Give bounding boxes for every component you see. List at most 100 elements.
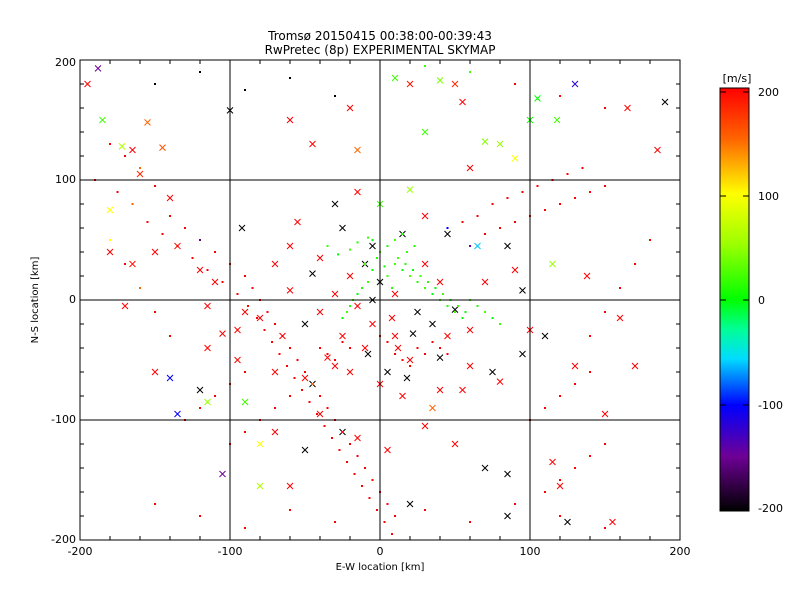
scatter-point-dot	[191, 257, 194, 259]
scatter-point-x	[661, 98, 669, 106]
scatter-point-dot	[361, 485, 363, 487]
scatter-points	[84, 65, 669, 535]
scatter-point-x	[549, 260, 556, 268]
scatter-point-x	[436, 77, 444, 84]
scatter-point-dot	[383, 265, 386, 268]
scatter-point-dot	[394, 239, 396, 241]
scatter-point-x	[481, 138, 489, 145]
scatter-point-dot	[427, 281, 429, 283]
scatter-point-dot	[521, 191, 524, 193]
scatter-point-x	[459, 386, 466, 394]
scatter-point-dot	[244, 527, 246, 529]
scatter-point-x	[354, 434, 361, 442]
scatter-point-dot	[404, 263, 407, 265]
x-axis-label: E-W location [km]	[336, 562, 425, 573]
scatter-point-dot	[169, 215, 171, 217]
scatter-point-x	[211, 278, 219, 286]
scatter-point-dot	[484, 311, 486, 313]
scatter-point-dot	[416, 347, 419, 349]
scatter-point-x	[394, 344, 402, 352]
scatter-point-dot	[184, 227, 186, 229]
scatter-point-x	[151, 248, 159, 256]
scatter-point-x	[534, 95, 541, 102]
scatter-point-x	[421, 128, 429, 136]
y-tick-label: 100	[55, 173, 76, 186]
scatter-point-x	[571, 362, 579, 370]
scatter-point-x	[364, 350, 372, 358]
scatter-point-x	[121, 302, 129, 310]
scatter-point-dot	[368, 497, 371, 499]
scatter-point-dot	[278, 353, 281, 355]
scatter-point-x	[106, 206, 114, 214]
scatter-point-x	[436, 278, 444, 286]
colorbar-tick-label: -100	[758, 399, 783, 412]
scatter-point-dot	[406, 251, 408, 253]
scatter-point-dot	[469, 71, 471, 73]
scatter-point-dot	[263, 329, 266, 331]
scatter-point-dot	[109, 143, 111, 145]
scatter-point-x	[316, 410, 324, 418]
scatter-point-dot	[301, 389, 303, 391]
scatter-point-dot	[338, 449, 341, 451]
scatter-point-dot	[424, 287, 426, 289]
scatter-point-x	[654, 146, 661, 154]
scatter-point-dot	[274, 407, 276, 409]
scatter-point-dot	[589, 455, 591, 457]
scatter-point-dot	[154, 503, 156, 505]
scatter-point-dot	[356, 455, 359, 457]
scatter-point-dot	[139, 167, 141, 169]
scatter-point-x	[481, 278, 489, 286]
scatter-point-x	[583, 272, 591, 280]
scatter-point-dot	[361, 287, 363, 289]
y-tick-label: 200	[55, 56, 76, 69]
scatter-point-x	[361, 344, 369, 352]
scatter-point-x	[99, 116, 106, 124]
scatter-point-dot	[244, 89, 246, 91]
scatter-point-x	[406, 80, 414, 88]
scatter-point-x	[204, 302, 211, 310]
scatter-point-dot	[409, 275, 411, 277]
colorbar-unit-label: [m/s]	[723, 72, 752, 85]
scatter-point-x	[331, 362, 339, 370]
scatter-point-x	[106, 248, 114, 256]
scatter-point-dot	[412, 269, 414, 271]
scatter-point-x	[421, 422, 429, 430]
scatter-point-dot	[604, 443, 606, 445]
scatter-point-dot	[247, 305, 249, 307]
scatter-point-x	[369, 242, 376, 250]
scatter-point-dot	[311, 383, 314, 385]
scatter-point-x	[286, 116, 294, 124]
scatter-point-x	[436, 386, 444, 394]
scatter-point-dot	[394, 515, 396, 517]
scatter-point-x	[451, 440, 459, 448]
scatter-point-x	[384, 446, 391, 454]
scatter-point-dot	[424, 509, 426, 511]
scatter-point-dot	[536, 185, 539, 187]
scatter-point-dot	[544, 491, 546, 493]
scatter-point-dot	[376, 509, 378, 511]
scatter-point-x	[234, 356, 241, 364]
scatter-point-x	[166, 194, 174, 202]
scatter-point-x	[459, 98, 466, 106]
scatter-point-dot	[491, 317, 494, 319]
scatter-point-dot	[499, 227, 501, 229]
scatter-point-x	[309, 140, 316, 148]
scatter-point-dot	[409, 365, 411, 367]
scatter-point-dot	[469, 521, 471, 523]
scatter-point-dot	[401, 359, 404, 361]
scatter-point-dot	[401, 233, 404, 235]
scatter-point-dot	[391, 533, 393, 535]
scatter-point-x	[271, 368, 279, 376]
scatter-point-dot	[367, 281, 369, 283]
scatter-point-dot	[139, 287, 141, 289]
scatter-point-dot	[161, 233, 164, 235]
scatter-point-x	[196, 266, 204, 274]
x-tick-label: 0	[377, 545, 384, 558]
scatter-point-dot	[499, 323, 501, 325]
scatter-point-x	[94, 65, 102, 72]
scatter-point-dot	[461, 317, 464, 319]
scatter-point-x	[436, 354, 444, 361]
scatter-point-dot	[334, 359, 336, 361]
colorbar-tick-label: -200	[758, 502, 783, 515]
scatter-point-dot	[271, 341, 273, 343]
